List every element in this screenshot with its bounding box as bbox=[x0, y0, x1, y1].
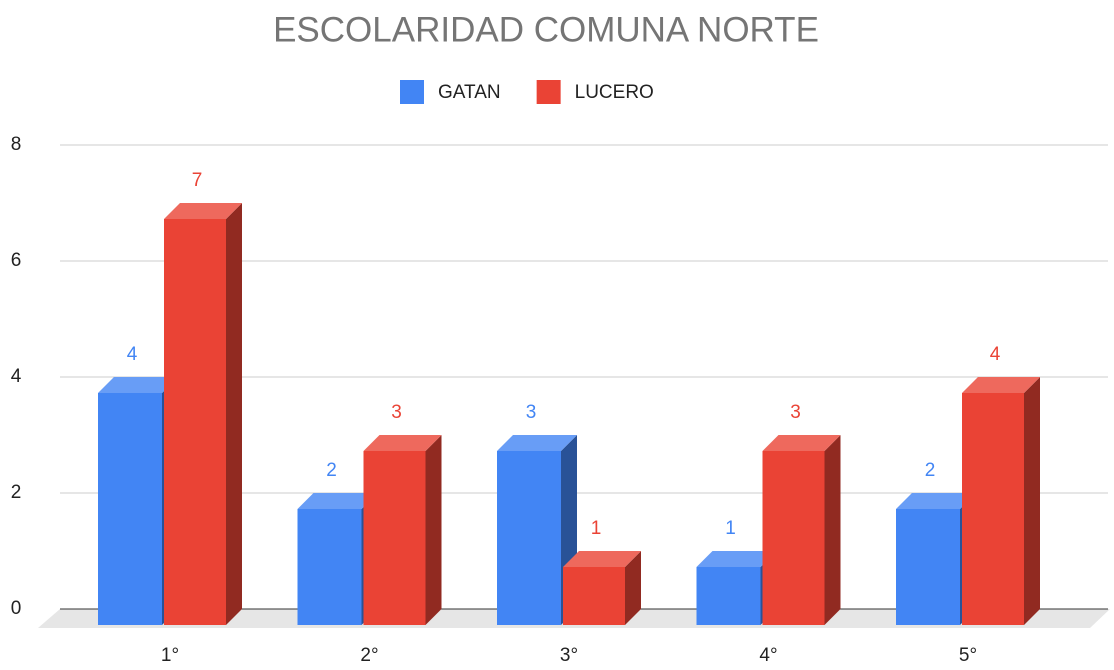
y-tick-label: 6 bbox=[11, 250, 22, 271]
bar-front bbox=[762, 451, 825, 625]
value-label: 4 bbox=[990, 344, 1001, 365]
bar bbox=[363, 435, 442, 625]
bar-top bbox=[563, 551, 641, 567]
bar-front bbox=[497, 451, 561, 625]
bar-front bbox=[297, 509, 362, 625]
bar-side bbox=[625, 551, 641, 625]
bar-top bbox=[497, 435, 577, 451]
bar-top bbox=[98, 377, 178, 393]
y-tick-label: 4 bbox=[11, 366, 22, 387]
bar bbox=[762, 435, 841, 625]
bar-top bbox=[297, 493, 378, 509]
bar-front bbox=[98, 393, 162, 625]
bar-side bbox=[824, 435, 841, 625]
value-label: 3 bbox=[391, 402, 402, 423]
bar-top bbox=[164, 203, 242, 219]
y-tick-label: 8 bbox=[11, 134, 22, 155]
legend-label: LUCERO bbox=[575, 82, 654, 103]
bar-front bbox=[962, 393, 1024, 625]
bar-front bbox=[896, 509, 960, 625]
legend-label: GATAN bbox=[438, 82, 501, 103]
chart-title: ESCOLARIDAD COMUNA NORTE bbox=[273, 10, 819, 49]
bar bbox=[164, 203, 242, 625]
x-tick-label: 4° bbox=[759, 645, 777, 666]
x-tick-label: 1° bbox=[161, 645, 179, 666]
bar-front bbox=[563, 567, 625, 625]
bar-front bbox=[164, 219, 226, 625]
value-label: 2 bbox=[326, 460, 337, 481]
bar-top bbox=[363, 435, 442, 451]
bar-top bbox=[962, 377, 1040, 393]
value-label: 7 bbox=[192, 170, 203, 191]
bar-top bbox=[696, 551, 777, 567]
x-tick-label: 2° bbox=[360, 645, 378, 666]
bar bbox=[962, 377, 1040, 625]
bar bbox=[497, 435, 577, 625]
value-label: 3 bbox=[790, 402, 801, 423]
value-label: 1 bbox=[591, 518, 602, 539]
value-label: 2 bbox=[925, 460, 936, 481]
legend-swatch bbox=[400, 80, 424, 104]
y-tick-label: 2 bbox=[11, 482, 22, 503]
x-tick-label: 5° bbox=[959, 645, 977, 666]
bar-side bbox=[1024, 377, 1040, 625]
bar-side bbox=[425, 435, 442, 625]
bar-front bbox=[363, 451, 426, 625]
value-label: 1 bbox=[725, 518, 736, 539]
y-tick-label: 0 bbox=[11, 598, 22, 619]
bar-top bbox=[762, 435, 841, 451]
value-label: 3 bbox=[526, 402, 537, 423]
legend-swatch bbox=[536, 80, 561, 104]
x-tick-label: 3° bbox=[560, 645, 578, 666]
bar-front bbox=[696, 567, 761, 625]
bar bbox=[98, 377, 178, 625]
value-label: 4 bbox=[127, 344, 138, 365]
bar-side bbox=[226, 203, 242, 625]
bar-top bbox=[896, 493, 976, 509]
bar bbox=[563, 551, 641, 625]
